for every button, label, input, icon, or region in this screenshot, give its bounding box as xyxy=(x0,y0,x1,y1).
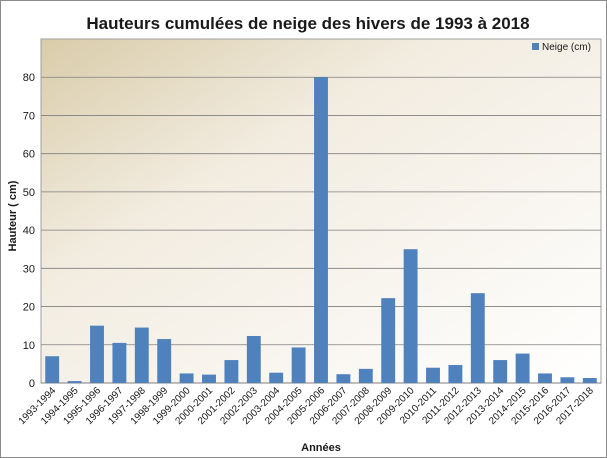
bar xyxy=(112,342,127,383)
bar xyxy=(179,373,194,383)
legend-swatch xyxy=(532,43,539,50)
bar xyxy=(538,373,552,383)
bar xyxy=(381,298,396,383)
bar xyxy=(470,293,485,383)
y-tick-label: 0 xyxy=(29,378,35,390)
y-tick-label: 60 xyxy=(23,149,35,161)
bar xyxy=(403,249,418,383)
bar xyxy=(358,368,373,383)
y-tick-label: 50 xyxy=(23,187,35,199)
bar xyxy=(45,356,60,383)
bar xyxy=(269,372,284,383)
bar xyxy=(134,327,149,383)
bar xyxy=(493,360,508,383)
legend-label: Neige (cm) xyxy=(542,42,591,53)
bar xyxy=(448,365,463,383)
legend: Neige (cm) xyxy=(532,42,591,53)
bar xyxy=(560,377,575,383)
bar xyxy=(582,378,597,383)
y-tick-label: 40 xyxy=(23,225,35,237)
bar xyxy=(291,347,306,383)
bar xyxy=(67,381,82,383)
chart-title: Hauteurs cumulées de neige des hivers de… xyxy=(86,14,529,33)
bar xyxy=(90,325,104,383)
y-tick-label: 20 xyxy=(23,302,35,314)
bar xyxy=(336,374,351,383)
x-axis-title: Années xyxy=(301,442,341,454)
y-tick-label: 10 xyxy=(23,340,35,352)
y-tick-label: 30 xyxy=(23,263,35,275)
bar xyxy=(224,360,239,383)
bar-series xyxy=(45,77,597,383)
y-tick-label: 80 xyxy=(23,72,35,84)
bar xyxy=(202,374,216,383)
y-axis-ticks: 0 10 20 30 40 50 60 70 80 xyxy=(23,72,35,390)
bar xyxy=(314,77,328,383)
bar xyxy=(246,335,261,383)
x-axis-ticks: 1993-19941994-19951995-19961996-19971997… xyxy=(17,385,597,427)
y-tick-label: 70 xyxy=(23,110,35,122)
y-axis-title: Hauteur ( cm) xyxy=(7,180,19,251)
bar xyxy=(426,367,440,383)
bar xyxy=(157,339,172,383)
bar xyxy=(515,353,530,383)
